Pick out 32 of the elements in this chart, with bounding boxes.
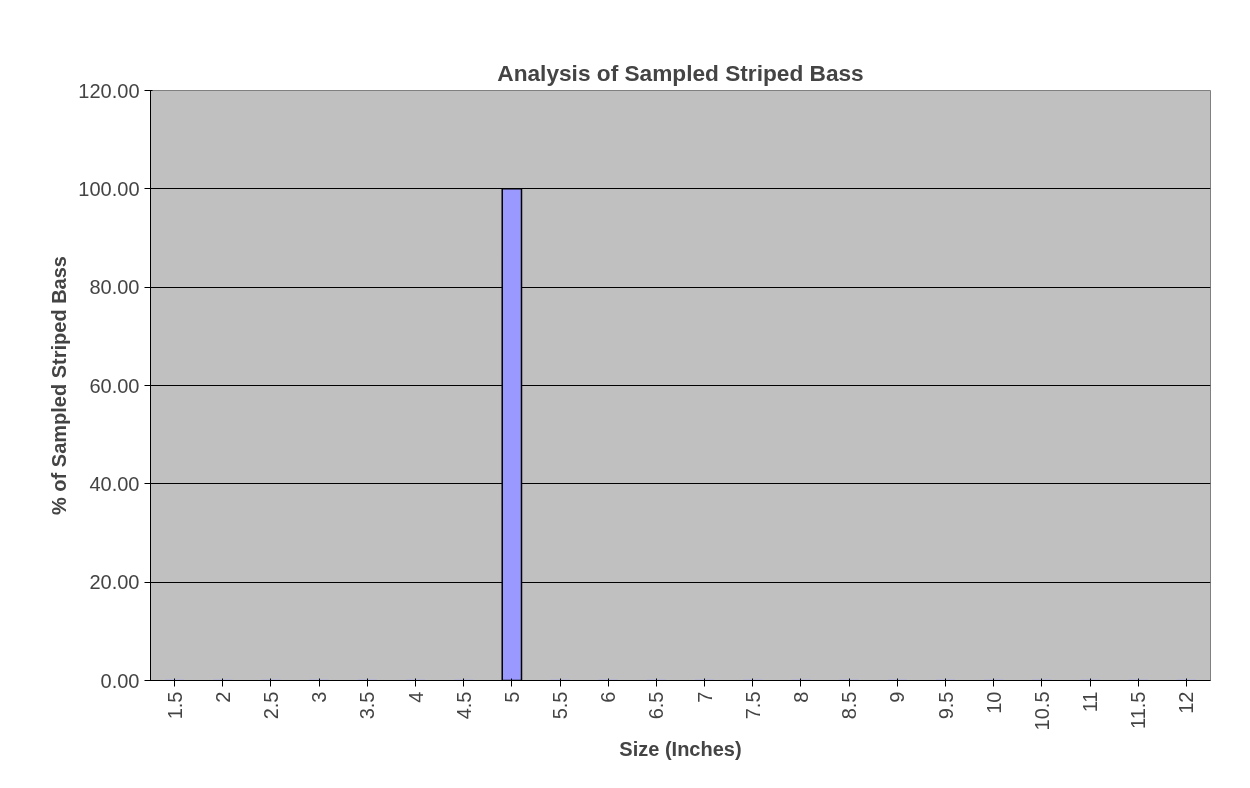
x-tick-label: 6.5	[645, 691, 668, 720]
y-tick-label: 0.00	[100, 669, 140, 692]
x-tick-label: 3	[308, 691, 331, 703]
x-tick-label: 10.5	[1030, 691, 1053, 731]
x-tick-label: 7.5	[741, 691, 764, 720]
x-tick-label: 7	[693, 691, 716, 703]
y-tick-label: 20.00	[89, 571, 140, 594]
x-tick-label: 2.5	[259, 691, 282, 720]
x-tick-label: 4	[404, 691, 427, 703]
y-tick-label: 60.00	[89, 374, 140, 397]
x-tick-label: 12	[1175, 691, 1198, 714]
x-tick-label: 8	[789, 691, 812, 703]
x-tick-label: 6	[597, 691, 620, 703]
x-tick-label: 1.5	[163, 691, 186, 720]
x-tick-label: 5	[500, 691, 523, 703]
x-tick-label: 11	[1079, 691, 1102, 713]
x-axis-title: Size (Inches)	[619, 738, 742, 761]
y-axis-title: % of Sampled Striped Bass	[48, 256, 71, 515]
x-tick-label: 8.5	[838, 691, 861, 720]
x-tick-label: 3.5	[356, 691, 379, 720]
x-tick-label: 5.5	[549, 691, 572, 720]
x-tick-label: 2	[211, 691, 234, 703]
y-tick-label: 100.00	[78, 177, 140, 200]
x-tick-label: 9.5	[934, 691, 957, 720]
y-tick-label: 120.00	[78, 79, 140, 102]
x-tick-label: 4.5	[452, 691, 475, 720]
chart-title: Analysis of Sampled Striped Bass	[497, 59, 864, 86]
x-tick-label: 10	[982, 691, 1005, 714]
y-tick-label: 40.00	[89, 472, 140, 495]
x-tick-label: 9	[886, 691, 909, 703]
x-tick-label: 11.5	[1127, 691, 1150, 729]
y-tick-label: 80.00	[89, 276, 140, 299]
